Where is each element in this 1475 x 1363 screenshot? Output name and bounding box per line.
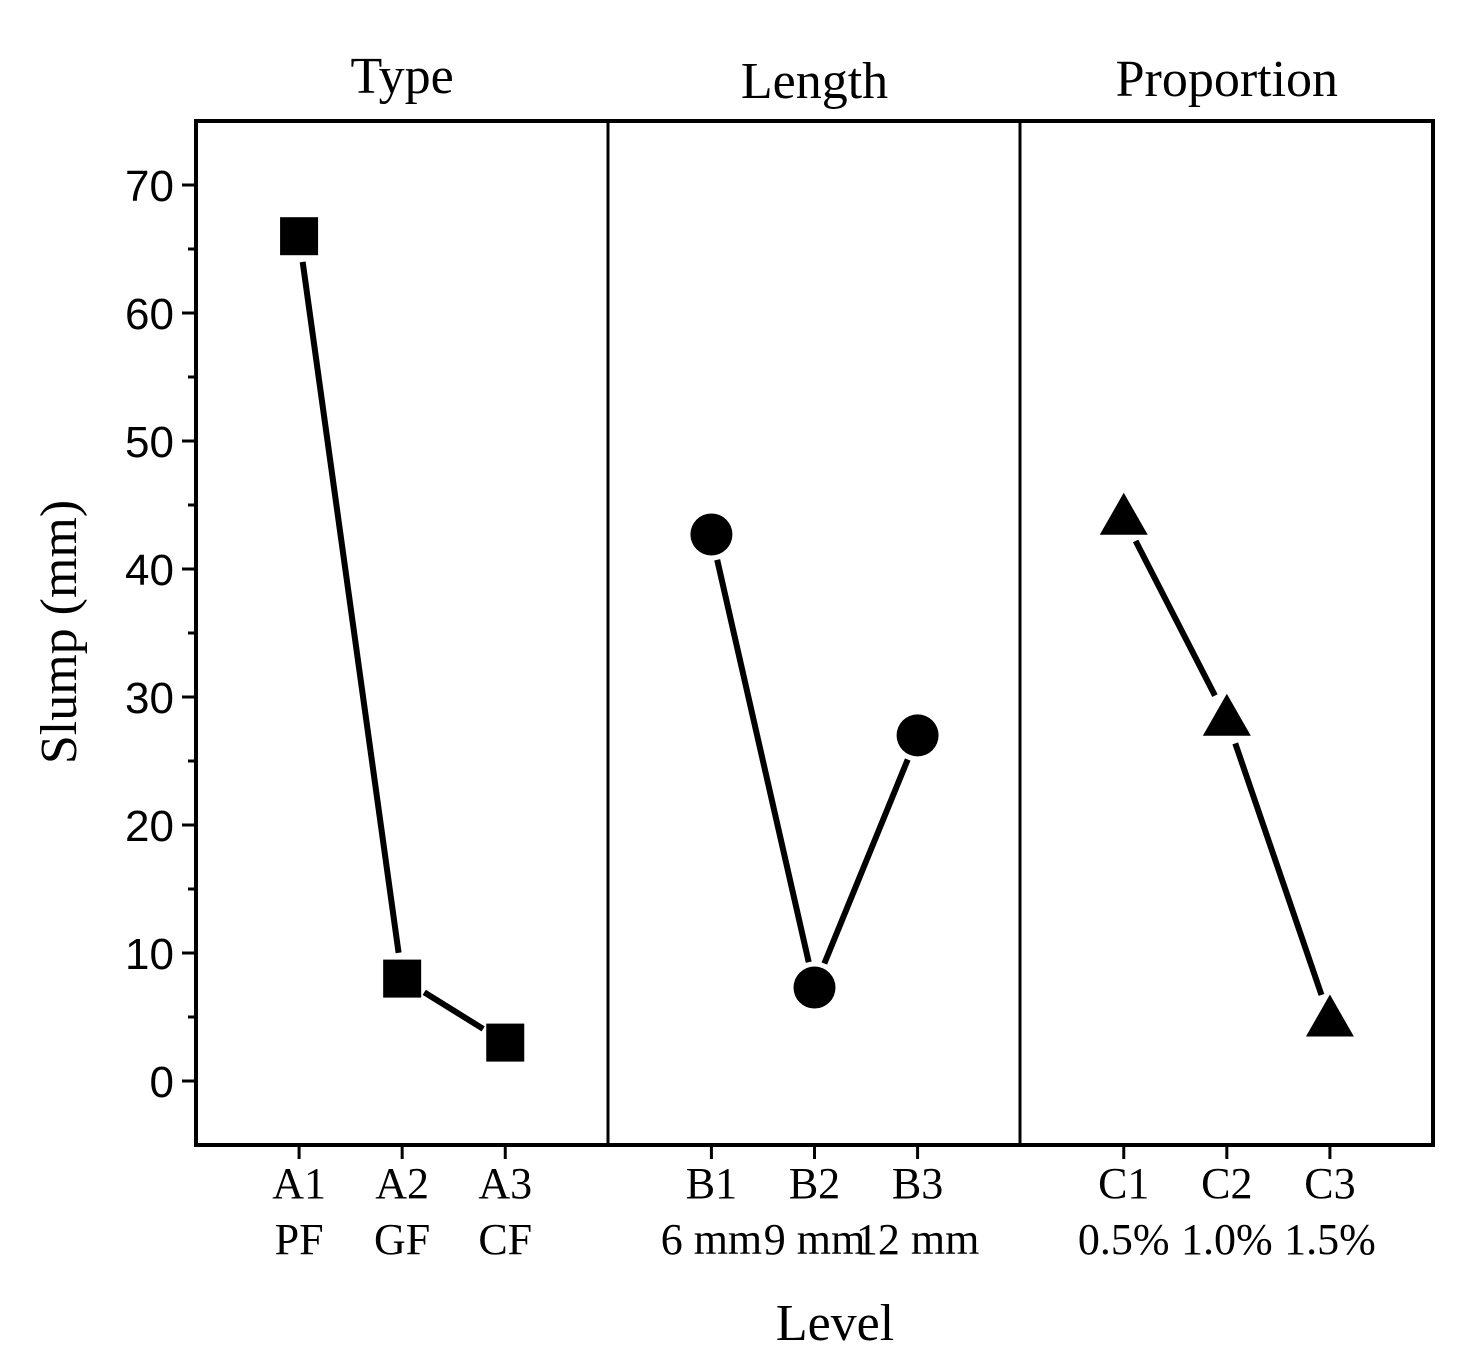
data-point-a1: [280, 217, 319, 256]
plot-frame: [194, 119, 1435, 1147]
x-tick-code: C1: [1098, 1159, 1149, 1208]
x-tick-sublabel: PF: [275, 1215, 324, 1264]
x-tick-code: A3: [478, 1159, 532, 1208]
y-tick-label: 70: [125, 162, 174, 211]
y-tick-label: 60: [125, 290, 174, 339]
data-point-b1: [690, 513, 733, 556]
y-tick-label: 10: [125, 930, 174, 979]
data-point-c3: [1305, 994, 1354, 1037]
x-tick-code: B3: [892, 1159, 943, 1208]
data-point-a2: [383, 959, 422, 998]
x-axis-label: Level: [776, 1295, 894, 1352]
x-tick-code: B2: [789, 1159, 840, 1208]
y-tick-label: 30: [125, 674, 174, 723]
x-tick-sublabel: 1.5%: [1284, 1215, 1376, 1264]
y-tick-label: 0: [150, 1058, 174, 1107]
x-tick-sublabel: 9 mm: [764, 1215, 865, 1264]
series-segment: [821, 758, 911, 965]
data-point-c2: [1202, 693, 1251, 736]
series-segment: [299, 261, 402, 954]
data-point-c1: [1099, 492, 1148, 535]
x-tick-sublabel: 0.5%: [1078, 1215, 1170, 1264]
data-point-a3: [486, 1023, 525, 1062]
series-segment: [714, 559, 812, 963]
x-tick-code: C3: [1304, 1159, 1355, 1208]
series-segment: [1232, 742, 1325, 996]
data-point-b2: [793, 966, 836, 1009]
series-group: [280, 217, 1354, 1062]
y-tick-label: 40: [125, 546, 174, 595]
x-tick-sublabel: 6 mm: [661, 1215, 762, 1264]
series-segment: [422, 989, 485, 1032]
x-tick-code: A2: [375, 1159, 429, 1208]
x-tick-code: A1: [272, 1159, 326, 1208]
series-segment: [1132, 539, 1218, 697]
x-tick-sublabel: GF: [374, 1215, 430, 1264]
panel-title: Proportion: [1116, 51, 1338, 108]
x-axis: A1 PF A2 GF A3 CF B1 6 mm B2 9 mm B3 12 mm C1 0.5% C2 1…: [272, 1145, 1376, 1264]
data-point-b3: [896, 714, 939, 757]
y-axis-label: Slump (mm): [31, 500, 88, 764]
x-tick-code: C2: [1201, 1159, 1252, 1208]
x-tick-sublabel: 12 mm: [856, 1215, 979, 1264]
x-tick-sublabel: CF: [478, 1215, 532, 1264]
y-tick-label: 20: [125, 802, 174, 851]
panel-title: Length: [741, 53, 888, 110]
panel-title: Type: [351, 48, 454, 105]
y-tick-label: 50: [125, 418, 174, 467]
x-tick-code: B1: [686, 1159, 737, 1208]
y-axis: 0 10 20 30 40 50 60 70: [125, 162, 196, 1107]
x-tick-sublabel: 1.0%: [1181, 1215, 1273, 1264]
panel-titles: Type Length Proportion: [351, 48, 1339, 110]
